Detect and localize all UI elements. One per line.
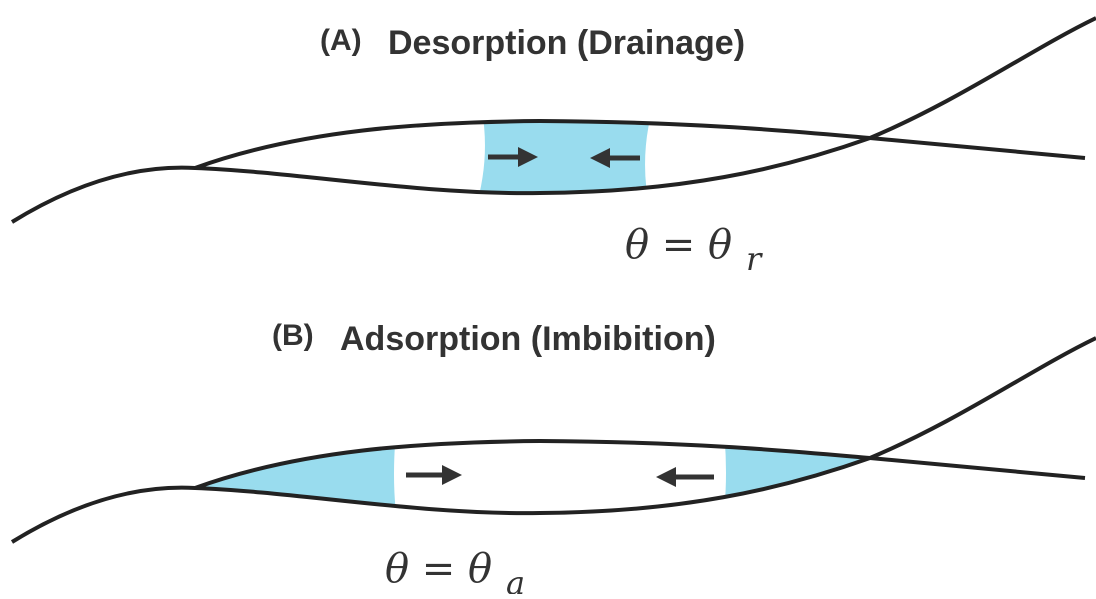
panel-b: (B) Adsorption (Imbibition) θ = θ a [10,319,1096,599]
panel-title: Desorption (Drainage) [388,24,745,62]
subscript: a [506,564,525,594]
pore-wall [194,118,1086,170]
water [475,121,655,194]
subscript: r [746,240,763,278]
pore-wall [10,336,1096,544]
equation: θ = θ [625,222,732,268]
pore-wall [10,16,1096,224]
panel-label: (A) [320,24,362,57]
pore-wall [194,438,1086,490]
equation: θ = θ [385,546,492,592]
panel-a: (A) Desorption (Drainage) θ = θ r [10,16,1096,278]
panel-label: (B) [272,319,314,352]
panel-title: Adsorption (Imbibition) [340,320,716,358]
